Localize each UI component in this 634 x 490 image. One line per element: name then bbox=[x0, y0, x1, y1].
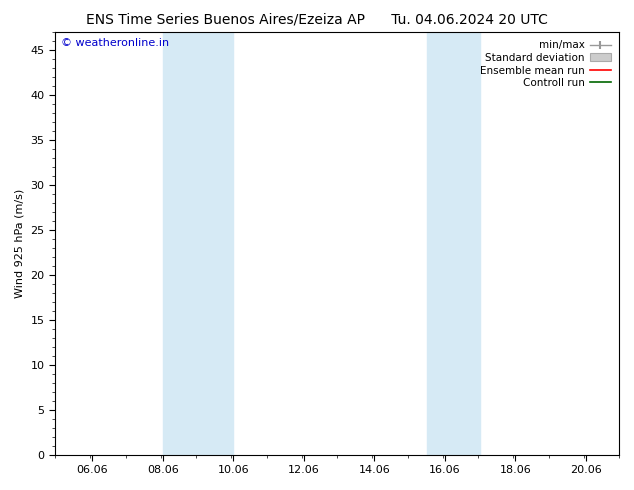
Bar bbox=[427, 32, 480, 455]
Legend: min/max, Standard deviation, Ensemble mean run, Controll run: min/max, Standard deviation, Ensemble me… bbox=[477, 37, 614, 92]
Y-axis label: Wind 925 hPa (m/s): Wind 925 hPa (m/s) bbox=[15, 189, 25, 298]
Text: ENS Time Series Buenos Aires/Ezeiza AP      Tu. 04.06.2024 20 UTC: ENS Time Series Buenos Aires/Ezeiza AP T… bbox=[86, 12, 548, 26]
Bar bbox=[163, 32, 233, 455]
Text: © weatheronline.in: © weatheronline.in bbox=[61, 39, 169, 49]
